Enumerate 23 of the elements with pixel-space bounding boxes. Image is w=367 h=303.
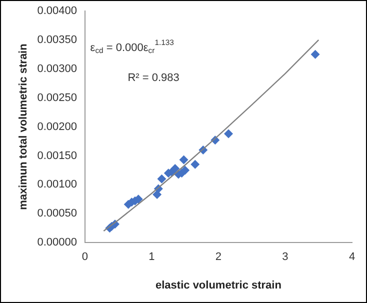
y-tick-label: 0.00100 [37,178,77,191]
point [190,160,200,169]
y-axis-title: maximun total volumetric strain [18,43,30,210]
annotation: R² = 0.983 [128,72,180,84]
point [179,155,188,164]
y-tick-label: 0.00250 [37,92,77,104]
x-tick-label: 2 [215,251,222,264]
x-tick-label: 0 [82,251,88,264]
point [170,164,180,173]
point [310,50,320,59]
y-tick-label: 0.00000 [37,236,77,249]
y-tick-label: 0.00350 [37,34,77,46]
x-tick-label: 1 [148,251,155,264]
y-tick-label: 0.00050 [37,208,77,220]
y-tick-label: 0.00300 [37,62,77,75]
y-tick-label: 0.00150 [37,150,77,162]
x-tick-label: 4 [348,251,356,264]
y-tick-label: 0.00400 [37,5,77,18]
point [224,129,233,138]
point [157,174,166,184]
x-axis-title: elastic volumetric strain [156,279,282,292]
x-tick-label: 3 [282,251,288,264]
y-tick-label: 0.00200 [37,120,77,133]
